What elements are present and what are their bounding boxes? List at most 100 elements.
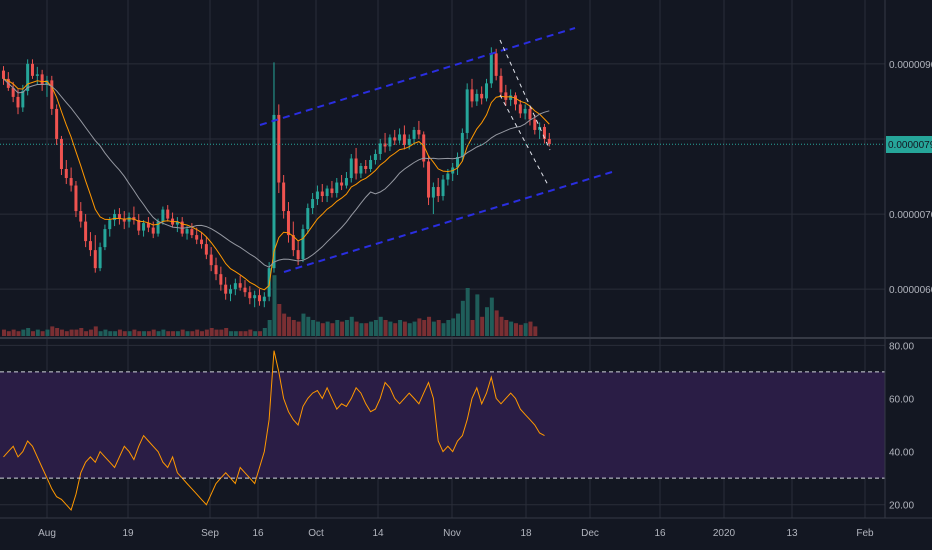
candle (311, 193, 315, 215)
volume-bar (185, 331, 190, 336)
candle-body (296, 250, 300, 260)
volume-bar (93, 326, 98, 336)
candle (11, 81, 15, 103)
volume-bar (272, 275, 277, 336)
candle-body (137, 220, 141, 231)
time-axis[interactable]: Aug 19 Sep 16 Oct 14 Nov 18 Dec 16 2020 13 Feb (38, 528, 874, 539)
volume-bar (369, 321, 374, 336)
candle (64, 159, 68, 185)
candle (325, 185, 329, 203)
volume-bar (214, 329, 219, 336)
candle-body (262, 296, 266, 302)
candle (441, 175, 445, 201)
rsi-tick-label: 20.00 (889, 501, 914, 512)
candle (113, 209, 117, 227)
candle-body (277, 114, 281, 183)
candle-body (499, 75, 503, 93)
candle-body (301, 229, 305, 260)
time-tick-label: Nov (443, 528, 461, 539)
candle-body (460, 132, 464, 157)
candle-body (388, 137, 392, 147)
candle (180, 217, 184, 237)
volume-bar (156, 331, 161, 336)
volume-bar (504, 320, 509, 336)
candle-body (98, 247, 102, 269)
candle-body (330, 188, 334, 194)
volume-bar (518, 324, 523, 336)
volume-bar (296, 321, 301, 336)
volume-bar (146, 331, 151, 336)
rsi-band-fill (0, 371, 885, 479)
candle-body (306, 208, 310, 230)
candle (364, 159, 368, 174)
volume-bar (528, 321, 533, 336)
candle-body (431, 187, 435, 198)
candle-body (364, 165, 368, 169)
volume-bar (460, 300, 465, 336)
candle (417, 120, 421, 139)
candle (412, 126, 416, 144)
candle (40, 69, 44, 91)
candle (137, 214, 141, 236)
rsi-axis[interactable]: 80.00 60.00 40.00 20.00 (889, 341, 914, 511)
candle (175, 217, 179, 233)
candle (422, 131, 426, 168)
candle-body (209, 254, 213, 266)
candle (98, 242, 102, 272)
volume-bar (513, 323, 518, 336)
candle (465, 83, 469, 139)
volume-bar (30, 331, 35, 336)
candle (59, 135, 63, 176)
volume-bar (509, 321, 514, 336)
candle-body (224, 284, 228, 294)
candle (142, 220, 146, 237)
candle (330, 181, 334, 198)
trend-channel-drawings[interactable] (259, 27, 613, 273)
volume-bar (330, 323, 335, 336)
candle (475, 89, 479, 106)
volume-bar (55, 328, 60, 336)
price-tick-label: 0.00000600 (889, 285, 932, 296)
volume-bar (257, 331, 262, 336)
time-tick-label: 16 (654, 528, 666, 539)
volume-bar (393, 323, 398, 336)
candle-body (398, 134, 402, 141)
candle-body (325, 188, 329, 197)
volume-bar (79, 328, 84, 336)
volume-bar (117, 329, 122, 336)
volume-bar (436, 320, 441, 336)
candle-body (166, 209, 170, 219)
wedge-lower-line[interactable] (499, 94, 549, 186)
candle (238, 275, 242, 291)
candle-body (200, 239, 204, 245)
volume-bar (451, 318, 456, 336)
channel-upper-line[interactable] (259, 27, 576, 126)
channel-lower-line[interactable] (283, 171, 613, 273)
candle-body (494, 53, 498, 76)
candle-body (88, 241, 92, 251)
candle-body (320, 191, 324, 197)
candle-body (180, 221, 184, 234)
candle (195, 227, 199, 245)
volume-bar (243, 331, 248, 336)
candle-body (291, 235, 295, 251)
volume-bar (359, 323, 364, 336)
candle (393, 129, 397, 145)
time-tick-label: 19 (122, 528, 134, 539)
volume-bar (229, 331, 234, 336)
volume-bar (277, 304, 282, 336)
volume-bar (398, 320, 403, 336)
volume-bar (301, 313, 306, 336)
volume-bar (98, 331, 103, 336)
candle (2, 66, 5, 85)
candle (398, 128, 402, 144)
volume-bar (69, 329, 74, 336)
candle (190, 223, 194, 239)
candle-body (79, 211, 83, 222)
candle (291, 221, 295, 257)
price-axis[interactable]: 0.00000900 0.00000700 0.00000600 (889, 60, 932, 296)
volume-bar (494, 310, 499, 336)
volume-bar (204, 329, 209, 336)
candle (26, 59, 30, 96)
